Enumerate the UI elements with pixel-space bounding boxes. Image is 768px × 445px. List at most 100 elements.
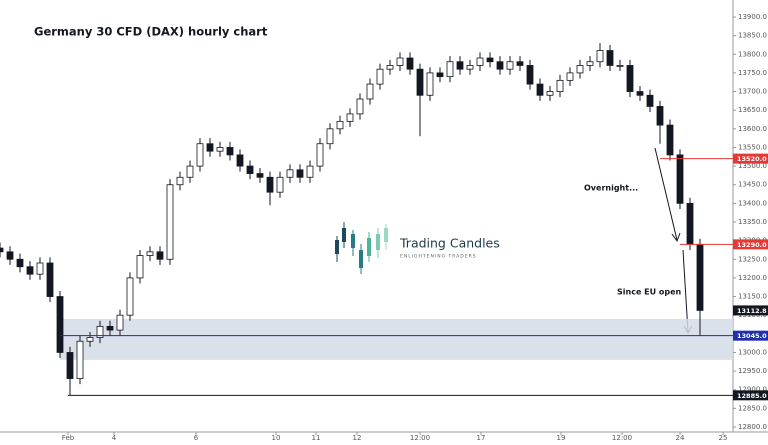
y-tick-label: 12800.0 — [738, 423, 767, 431]
logo: Trading Candles ENLIGHTENING TRADERS — [335, 222, 500, 274]
candle-body — [46, 262, 54, 297]
candle-body — [256, 173, 264, 178]
candle-body — [546, 91, 554, 96]
y-tick-label: 13600.0 — [738, 125, 767, 133]
x-tick-label: 19 — [557, 434, 566, 442]
y-tick-label: 13450.0 — [738, 181, 767, 189]
y-tick-label: 13150.0 — [738, 293, 767, 301]
candle-body — [506, 61, 514, 70]
y-tick-label: 13500.0 — [738, 162, 767, 170]
candle-body — [206, 143, 214, 152]
y-tick-label: 13700.0 — [738, 88, 767, 96]
x-tick-label: 25 — [719, 434, 728, 442]
candle-body — [536, 83, 544, 96]
x-tick-label: 12:00 — [612, 434, 632, 442]
candle-body — [386, 65, 394, 70]
candle-body — [526, 65, 534, 85]
x-tick-label: 11 — [312, 434, 321, 442]
x-tick-label: 10 — [272, 434, 281, 442]
y-tick-label: 13550.0 — [738, 143, 767, 151]
candle-body — [566, 72, 574, 81]
y-tick-label: 13200.0 — [738, 274, 767, 282]
candle-body — [146, 251, 154, 256]
candle-body — [316, 143, 324, 167]
candle-body — [346, 113, 354, 122]
candle-body — [516, 61, 524, 66]
y-tick-label: 13350.0 — [738, 218, 767, 226]
candle-body — [176, 176, 184, 186]
y-tick-label: 13000.0 — [738, 348, 767, 356]
x-tick-label: 6 — [194, 434, 199, 442]
candle-body — [276, 176, 284, 193]
y-tick-label: 12850.0 — [738, 404, 767, 412]
candle-body — [616, 65, 624, 67]
y-tick-label: 13250.0 — [738, 255, 767, 263]
candle-body — [106, 325, 114, 331]
candle-body — [286, 169, 294, 178]
candle-body — [126, 277, 134, 316]
logo-name: Trading Candles — [399, 236, 500, 251]
candle-body — [326, 128, 334, 145]
candle-body — [236, 154, 244, 167]
candle-body — [476, 57, 484, 66]
candle-body — [336, 120, 344, 130]
logo-tagline: ENLIGHTENING TRADERS — [400, 254, 477, 260]
candle-body — [56, 296, 64, 353]
y-tick-label: 12900.0 — [738, 386, 767, 394]
zone — [60, 318, 733, 360]
candle-body — [66, 352, 74, 379]
candle-body — [596, 50, 604, 63]
annotation: Since EU open — [617, 288, 682, 297]
candle-body — [676, 154, 684, 204]
candle-body — [356, 98, 364, 115]
candle-body — [576, 65, 584, 74]
candle-body — [656, 106, 664, 126]
x-tick-label: 4 — [112, 434, 117, 442]
candle-body — [626, 65, 634, 92]
level-tag — [733, 330, 768, 341]
candle-body — [446, 61, 454, 78]
level-tag — [733, 153, 768, 164]
candle-body — [306, 165, 314, 178]
candle-body — [226, 147, 234, 156]
candle-body — [246, 165, 254, 174]
candle-body — [156, 251, 164, 260]
y-tick-label: 13650.0 — [738, 106, 767, 114]
candle-body — [36, 262, 44, 275]
chart-title: Germany 30 CFD (DAX) hourly chart — [34, 25, 268, 39]
candle-body — [456, 61, 464, 70]
candle-body — [116, 314, 124, 331]
candle-body — [426, 72, 434, 96]
candle-body — [466, 65, 474, 70]
level-label: 13112.8 — [737, 307, 767, 315]
x-tick-label: 17 — [477, 434, 486, 442]
candle-body — [636, 91, 644, 96]
annotation: Overnight... — [584, 184, 638, 193]
y-tick-label: 13800.0 — [738, 50, 767, 58]
candle-body — [166, 184, 174, 260]
level-label: 13520.0 — [737, 155, 767, 163]
level-label: 13045.0 — [737, 332, 767, 340]
candle-body — [496, 61, 504, 70]
candle-body — [216, 147, 224, 152]
plot — [0, 43, 733, 396]
candle-body — [486, 57, 494, 63]
candle-body — [366, 83, 374, 100]
candle-body — [436, 72, 444, 78]
candle-body — [396, 57, 404, 66]
candle-body — [606, 50, 614, 66]
candle-body — [556, 79, 564, 92]
candle-body — [376, 68, 384, 85]
candle-body — [186, 165, 194, 178]
x-tick-label: 12 — [353, 434, 362, 442]
candle-body — [16, 258, 24, 268]
level-label: 12885.0 — [737, 392, 767, 400]
y-tick-label: 12950.0 — [738, 367, 767, 375]
y-tick-label: 13750.0 — [738, 69, 767, 77]
level-tag — [733, 305, 768, 316]
y-tick-label: 13850.0 — [738, 32, 767, 40]
candle-body — [86, 337, 94, 342]
candle-body — [646, 94, 654, 107]
x-tick-label: 12:00 — [410, 434, 430, 442]
